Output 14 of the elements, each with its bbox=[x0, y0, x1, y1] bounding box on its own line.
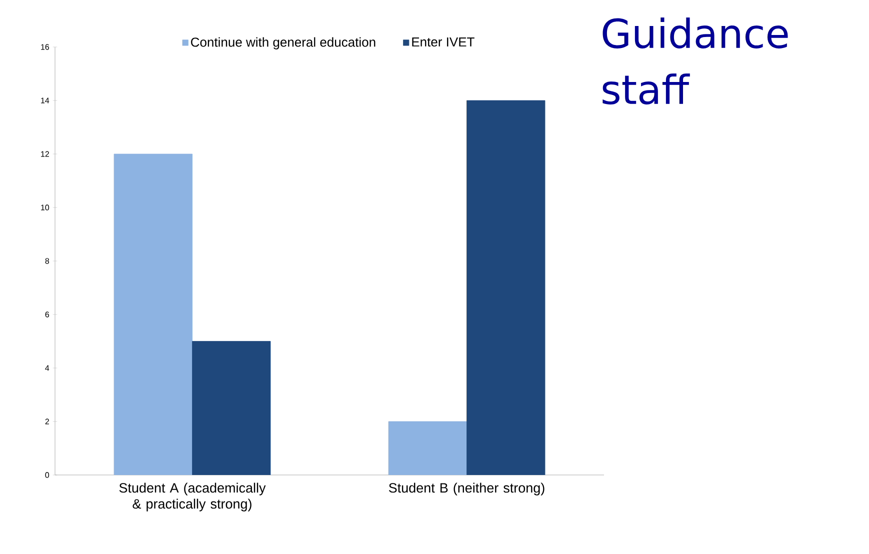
text: Guidance staff bbox=[602, 18, 788, 104]
y-tick-label: 8 bbox=[45, 258, 50, 264]
y-tick-label: 12 bbox=[41, 151, 49, 157]
x-tick-label: Student A (academically & practically strong) bbox=[119, 482, 266, 512]
y-tick-label: 0 bbox=[45, 472, 50, 478]
legend-label: Enter IVET bbox=[412, 37, 474, 47]
y-tick-label: 10 bbox=[41, 204, 50, 210]
y-tick-label: 16 bbox=[41, 44, 50, 50]
y-tick-label: 6 bbox=[45, 312, 50, 318]
x-tick-label: Student B (neither strong) bbox=[388, 482, 544, 496]
y-tick-label: 4 bbox=[45, 365, 50, 371]
y-tick-label: 14 bbox=[41, 98, 50, 104]
y-tick-label: 2 bbox=[45, 418, 49, 424]
legend-label: Continue with general education bbox=[191, 37, 376, 50]
